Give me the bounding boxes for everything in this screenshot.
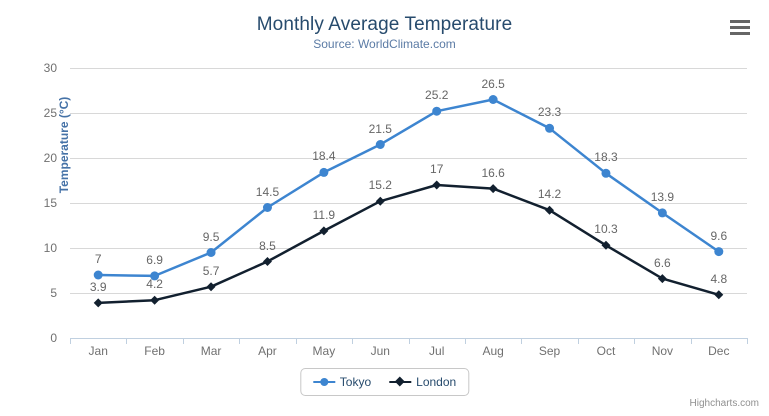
x-axis-tick [295, 338, 297, 344]
legend-label-london: London [416, 375, 457, 389]
x-axis-tick-label: May [312, 344, 336, 358]
x-axis-tick-label: Feb [144, 344, 165, 358]
data-label: 5.7 [202, 263, 220, 278]
data-label: 23.3 [537, 105, 562, 120]
chart-legend: Tokyo London [299, 368, 470, 396]
data-label: 9.5 [202, 229, 220, 244]
x-axis-tick-label: Nov [651, 344, 674, 358]
menu-bar-3 [730, 31, 750, 35]
y-axis-title: Temperature (°C) [57, 96, 71, 194]
hamburger-menu-icon[interactable] [728, 16, 752, 38]
x-axis-tick [352, 338, 354, 344]
x-axis-tick [126, 338, 128, 344]
x-axis-tick-label: Dec [708, 344, 730, 358]
plot-area [70, 68, 747, 339]
y-axis-tick-label: 5 [50, 286, 57, 300]
x-axis-tick-label: Apr [258, 344, 277, 358]
data-label: 26.5 [481, 76, 505, 91]
y-gridline [70, 113, 747, 114]
menu-bar-1 [730, 19, 750, 23]
highcharts-credits[interactable]: Highcharts.com [689, 398, 759, 409]
x-axis-tick-label: Aug [482, 344, 504, 358]
legend-symbol-london [389, 376, 412, 388]
x-axis-tick [464, 338, 466, 344]
data-label: 4.2 [146, 277, 163, 292]
x-axis-tick-label: Jul [429, 344, 445, 358]
x-axis-tick-label: Mar [200, 344, 222, 358]
data-label: 17 [430, 162, 444, 176]
data-label: 14.2 [537, 187, 562, 202]
menu-bar-2 [730, 25, 750, 29]
y-gridline [70, 158, 747, 159]
x-axis-tick [408, 338, 410, 344]
data-label: 6.6 [654, 255, 671, 270]
data-label: 21.5 [368, 121, 392, 136]
y-gridline [70, 203, 747, 204]
x-axis-tick-label: Sep [538, 344, 561, 358]
y-axis-tick-label: 10 [43, 241, 57, 255]
data-label: 6.9 [146, 252, 163, 267]
y-gridline [70, 248, 747, 249]
data-label: 25.2 [425, 88, 449, 103]
legend-symbol-tokyo [312, 376, 335, 388]
data-label: 13.9 [650, 189, 675, 204]
chart-title: Monthly Average Temperature [256, 14, 513, 35]
data-label: 14.5 [255, 184, 280, 199]
x-axis-tick [239, 338, 241, 344]
legend-item-tokyo[interactable]: Tokyo [312, 375, 372, 389]
x-axis-tick [182, 338, 184, 344]
y-axis-tick-label: 0 [50, 331, 57, 345]
y-gridline [70, 293, 747, 294]
x-axis-tick-label: Oct [596, 344, 616, 358]
y-axis-tick-label: 30 [43, 61, 57, 75]
x-axis-tick-label: Jan [88, 344, 108, 358]
x-axis-tick [521, 338, 523, 344]
x-axis-tick [690, 338, 692, 344]
x-axis-tick-label: Jun [370, 344, 390, 358]
y-axis-tick-label: 25 [43, 106, 57, 120]
data-label: 3.9 [89, 279, 107, 294]
x-axis-tick [577, 338, 579, 344]
data-label: 18.3 [594, 150, 618, 165]
data-label: 18.4 [312, 149, 336, 164]
data-label: 7 [94, 252, 102, 266]
data-label: 4.8 [710, 271, 728, 286]
data-label: 15.2 [368, 178, 392, 193]
data-label: 11.9 [312, 207, 336, 222]
y-gridline [70, 68, 747, 69]
data-label: 9.6 [710, 228, 728, 243]
x-axis-tick [634, 338, 636, 344]
x-axis-tick [70, 338, 71, 344]
data-label: 16.6 [481, 165, 505, 180]
data-label: 10.3 [594, 222, 618, 237]
y-axis-tick-label: 20 [43, 151, 57, 165]
legend-label-tokyo: Tokyo [339, 375, 372, 389]
y-axis-tick-label: 15 [43, 196, 57, 210]
data-label: 8.5 [259, 238, 276, 253]
legend-item-london[interactable]: London [389, 375, 456, 389]
chart-subtitle: Source: WorldClimate.com [313, 37, 456, 51]
x-axis-tick [747, 338, 748, 344]
